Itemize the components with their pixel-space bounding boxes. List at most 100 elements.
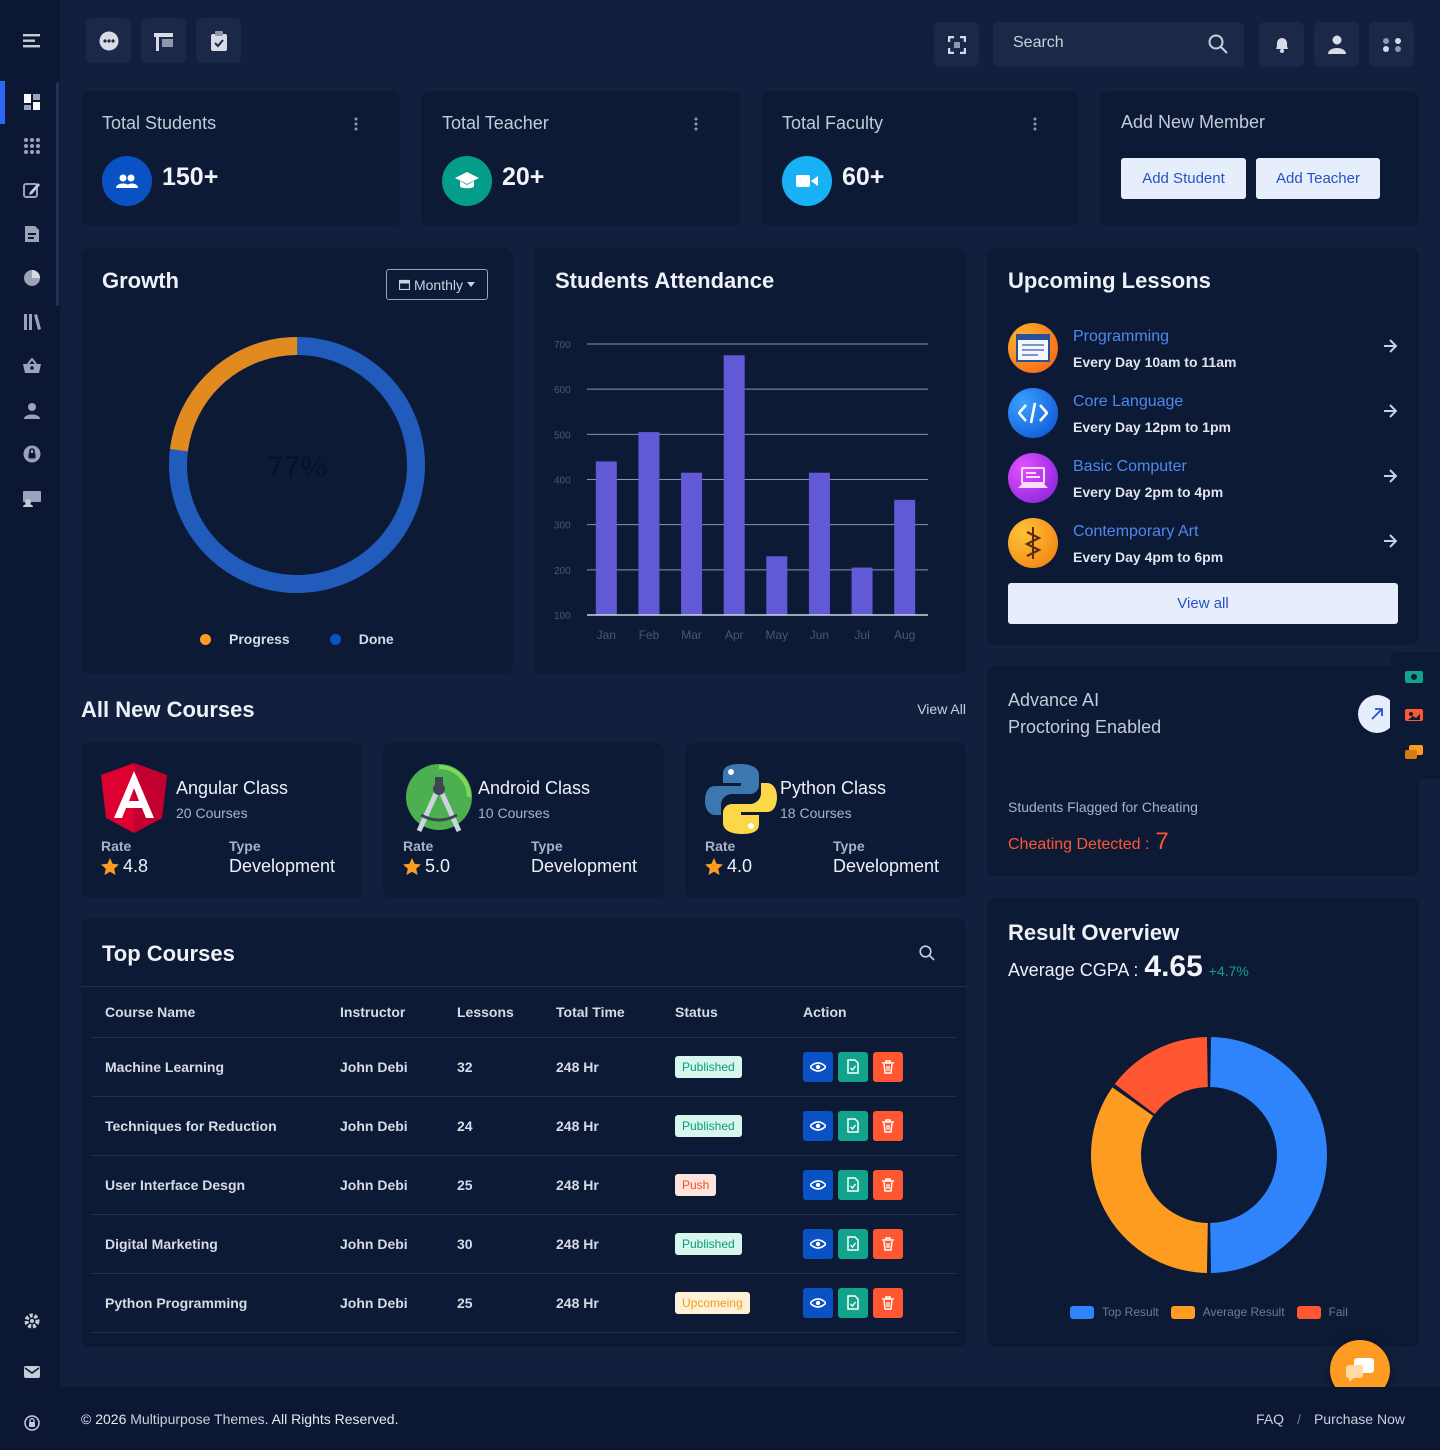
col-total-time[interactable]: Total Time <box>542 987 661 1038</box>
lesson-item[interactable]: Basic Computer Every Day 2pm to 4pm <box>1008 453 1398 503</box>
more-vertical-icon[interactable] <box>694 117 698 131</box>
donut-slice[interactable] <box>1091 1087 1208 1273</box>
delete-button[interactable] <box>873 1051 903 1082</box>
edit-file-button[interactable] <box>838 1287 868 1318</box>
library-icon[interactable] <box>21 311 43 333</box>
legend-item[interactable]: Top Result <box>1070 1305 1159 1319</box>
table-row[interactable]: User Interface Desgn John Debi 25 248 Hr Pus… <box>91 1155 957 1215</box>
rights-text: . All Rights Reserved. <box>264 1411 399 1427</box>
fullscreen-button[interactable] <box>934 22 979 67</box>
document-icon[interactable] <box>21 223 43 245</box>
faq-link[interactable]: FAQ <box>1256 1411 1285 1427</box>
table-row[interactable]: Digital Marketing John Debi 30 248 Hr Publis… <box>91 1214 957 1274</box>
logout-lock-icon[interactable] <box>21 1412 43 1434</box>
col-instructor[interactable]: Instructor <box>326 987 443 1038</box>
edit-file-button[interactable] <box>838 1110 868 1141</box>
donut-slice[interactable] <box>1210 1037 1328 1273</box>
chat-button[interactable] <box>86 18 131 63</box>
table-row[interactable]: Python Programming John Debi 25 248 Hr Upcom… <box>91 1273 957 1333</box>
ai-open-button[interactable] <box>1358 695 1396 733</box>
course-card-python[interactable]: Python Class 18 Courses Rate 4.0 Type De… <box>685 743 966 898</box>
view-button[interactable] <box>803 1169 833 1200</box>
bar[interactable] <box>595 461 617 615</box>
basket-icon[interactable] <box>21 355 43 377</box>
col-status[interactable]: Status <box>661 987 789 1038</box>
lesson-item[interactable]: Programming Every Day 10am to 11am <box>1008 323 1398 373</box>
edit-file-button[interactable] <box>838 1228 868 1259</box>
pie-chart-icon[interactable] <box>21 267 43 289</box>
bar[interactable] <box>894 499 916 615</box>
bar[interactable] <box>851 567 873 615</box>
donut-slice[interactable] <box>1114 1037 1208 1115</box>
lesson-item[interactable]: Contemporary Art Every Day 4pm to 6pm <box>1008 518 1398 568</box>
bar[interactable] <box>638 432 660 615</box>
bar[interactable] <box>766 556 788 615</box>
bar[interactable] <box>681 472 703 615</box>
arrow-right-icon[interactable] <box>1383 533 1397 549</box>
purchase-link[interactable]: Purchase Now <box>1313 1411 1405 1427</box>
settings-toggle-button[interactable] <box>1369 22 1414 67</box>
lesson-item[interactable]: Core Language Every Day 12pm to 1pm <box>1008 388 1398 438</box>
edit-file-button[interactable] <box>838 1169 868 1200</box>
presentation-icon[interactable] <box>21 487 43 509</box>
add-student-button[interactable]: Add Student <box>1121 158 1246 199</box>
flag-button[interactable] <box>141 18 186 63</box>
legend-item[interactable]: Fail <box>1296 1305 1348 1319</box>
view-button[interactable] <box>803 1110 833 1141</box>
toggles-icon <box>1382 37 1401 52</box>
bar[interactable] <box>808 472 830 615</box>
profile-button[interactable] <box>1314 22 1359 67</box>
money-icon[interactable] <box>1405 670 1423 684</box>
view-button[interactable] <box>803 1287 833 1318</box>
sidebar-scrollbar[interactable] <box>56 82 59 306</box>
col-lessons[interactable]: Lessons <box>443 987 542 1038</box>
menu-toggle-icon[interactable] <box>21 30 43 52</box>
rate-label: Rate <box>705 838 736 854</box>
legend-item[interactable]: Average Result <box>1170 1305 1285 1319</box>
dashboard-icon[interactable] <box>21 91 43 113</box>
arrow-right-icon[interactable] <box>1383 403 1397 419</box>
cell-total-time: 248 Hr <box>542 1273 661 1333</box>
mail-icon[interactable] <box>21 1361 43 1383</box>
cell-status: Published <box>661 1096 789 1156</box>
notifications-button[interactable] <box>1259 22 1304 67</box>
file-check-icon <box>847 1118 859 1133</box>
period-dropdown[interactable]: Monthly <box>386 269 488 300</box>
add-teacher-button[interactable]: Add Teacher <box>1256 158 1380 199</box>
search-icon[interactable] <box>919 945 935 961</box>
edit-icon[interactable] <box>21 179 43 201</box>
edit-file-button[interactable] <box>838 1051 868 1082</box>
user-icon[interactable] <box>21 399 43 421</box>
delete-button[interactable] <box>873 1228 903 1259</box>
col-course-name[interactable]: Course Name <box>91 987 326 1038</box>
table-row[interactable]: Techniques for Reduction John Debi 24 248 H… <box>91 1096 957 1156</box>
bar[interactable] <box>723 355 745 615</box>
delete-button[interactable] <box>873 1110 903 1141</box>
view-button[interactable] <box>803 1051 833 1082</box>
more-vertical-icon[interactable] <box>354 117 358 131</box>
settings-icon[interactable] <box>21 1310 43 1332</box>
course-card-android[interactable]: Android Class 10 Courses Rate 5.0 Type D… <box>383 743 664 898</box>
table-row[interactable]: Machine Learning John Debi 32 248 Hr Publish… <box>91 1037 957 1097</box>
delete-button[interactable] <box>873 1169 903 1200</box>
footer-links: FAQ / Purchase Now <box>1256 1411 1405 1427</box>
legend-done: Done <box>329 631 394 647</box>
search-input[interactable] <box>1013 34 1203 52</box>
clipboard-button[interactable] <box>196 18 241 63</box>
lock-circle-icon[interactable] <box>21 443 43 465</box>
arrow-right-icon[interactable] <box>1383 338 1397 354</box>
apps-grid-icon[interactable] <box>21 135 43 157</box>
delete-button[interactable] <box>873 1287 903 1318</box>
image-icon[interactable] <box>1405 708 1423 722</box>
course-card-angular[interactable]: Angular Class 20 Courses Rate 4.8 Type D… <box>81 743 362 898</box>
view-all-lessons-button[interactable]: View all <box>1008 583 1398 624</box>
x-tick-label: May <box>765 628 788 642</box>
view-all-courses-link[interactable]: View All <box>917 701 966 717</box>
arrow-right-icon[interactable] <box>1383 468 1397 484</box>
brand-link[interactable]: Multipurpose Themes <box>130 1411 265 1427</box>
view-button[interactable] <box>803 1228 833 1259</box>
search-icon[interactable] <box>1208 34 1228 54</box>
more-vertical-icon[interactable] <box>1033 117 1037 131</box>
stat-title: Total Teacher <box>442 113 549 133</box>
comments-icon[interactable] <box>1405 745 1423 761</box>
